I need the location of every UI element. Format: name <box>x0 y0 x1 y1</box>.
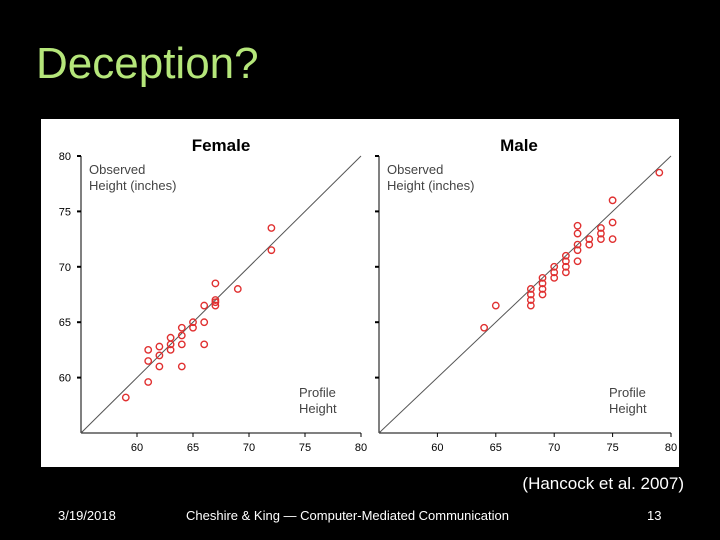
female-panel-title: Female <box>192 136 251 155</box>
male-data-point <box>608 235 617 244</box>
male-data-point <box>585 235 594 244</box>
female-data-point <box>233 285 242 293</box>
female-y-tick-label: 75 <box>59 206 71 218</box>
male-x-tick-label: 80 <box>665 442 677 454</box>
footer-center: Cheshire & King — Computer-Mediated Comm… <box>186 508 509 523</box>
female-data-point <box>211 301 220 310</box>
male-data-point <box>573 240 582 249</box>
male-data-point <box>585 240 594 249</box>
male-data-point <box>573 246 582 255</box>
male-data-point <box>526 290 535 299</box>
female-panel: Female 60 65 70 75 80 60 65 70 75 80 Observed Heigh… <box>59 136 367 454</box>
male-data-point <box>561 257 570 266</box>
female-data-point <box>166 333 175 342</box>
male-data-point <box>491 301 500 310</box>
female-data-point <box>166 345 175 354</box>
female-x-axis-label: Profile Height <box>299 385 337 416</box>
female-reference-line <box>80 155 362 434</box>
female-data-point <box>177 323 186 332</box>
male-data-point <box>550 268 559 277</box>
male-data-point <box>550 262 559 271</box>
male-x-tick-label: 70 <box>548 442 560 454</box>
male-x-tick-label: 65 <box>490 442 502 454</box>
female-data-point <box>267 246 276 255</box>
male-data-point <box>561 262 570 271</box>
female-data-point <box>155 342 164 351</box>
male-data-point <box>608 196 617 205</box>
male-data-point <box>561 268 570 277</box>
citation: (Hancock et al. 2007) <box>522 474 684 493</box>
female-data-point <box>189 323 197 332</box>
female-data-point <box>211 279 220 288</box>
female-data-point <box>200 318 209 327</box>
footer-date: 3/19/2018 <box>58 508 116 523</box>
male-data-point <box>538 273 547 282</box>
male-data-point <box>526 285 535 293</box>
female-x-tick-label: 60 <box>131 442 143 454</box>
scatter-figure: Female 60 65 70 75 80 60 65 70 75 80 Observed Heigh… <box>41 119 679 467</box>
male-data-point <box>526 301 535 310</box>
male-reference-line <box>378 155 672 434</box>
male-data-point <box>573 229 582 238</box>
female-data-point <box>155 362 164 371</box>
male-data-point <box>597 224 605 232</box>
female-data-point <box>177 362 186 371</box>
female-x-tick-label: 75 <box>299 442 311 454</box>
male-x-tick-label: 60 <box>431 442 443 454</box>
female-data-point <box>189 318 197 327</box>
female-data-point <box>267 224 276 232</box>
male-data-point <box>526 296 535 304</box>
female-y-tick-label: 60 <box>59 373 71 385</box>
female-y-tick-label: 65 <box>59 317 71 329</box>
female-data-point <box>200 301 209 310</box>
female-data-point <box>121 393 130 402</box>
male-data-point <box>655 168 664 177</box>
male-data-point <box>573 221 582 230</box>
female-data-point <box>144 378 153 386</box>
male-data-point <box>561 251 570 260</box>
male-y-axis-label: Observed Height (inches) <box>387 162 474 193</box>
female-data-point <box>177 331 186 340</box>
male-data-point <box>538 285 547 293</box>
slide-title: Deception? <box>36 39 259 88</box>
female-data-point <box>144 357 153 365</box>
male-data-point <box>597 235 605 244</box>
male-panel: Male 60 65 70 75 80 Observed Height (inches) Pr… <box>375 136 677 454</box>
male-data-point <box>573 257 582 266</box>
female-x-tick-label: 80 <box>355 442 367 454</box>
male-data-point <box>608 218 617 227</box>
male-x-axis-label: Profile Height <box>609 385 647 416</box>
scatter-chart-svg: Female 60 65 70 75 80 60 65 70 75 80 Observed Heigh… <box>59 136 677 454</box>
female-x-tick-label: 70 <box>243 442 255 454</box>
female-y-axis-label: Observed Height (inches) <box>89 162 176 193</box>
male-data-point <box>597 229 605 238</box>
female-y-tick-label: 70 <box>59 262 71 274</box>
page-number: 13 <box>647 508 662 523</box>
male-x-tick-label: 75 <box>606 442 618 454</box>
female-data-point <box>155 351 164 360</box>
female-data-point <box>177 340 186 349</box>
male-data-point <box>550 273 559 282</box>
female-x-tick-label: 65 <box>187 442 199 454</box>
male-data-point <box>480 323 489 332</box>
female-data-point <box>144 345 153 354</box>
female-data-point <box>211 296 220 304</box>
female-data-point <box>200 340 209 349</box>
female-y-tick-label: 80 <box>59 151 71 163</box>
male-data-point <box>538 279 547 288</box>
male-panel-title: Male <box>500 136 538 155</box>
male-data-point <box>538 290 547 299</box>
